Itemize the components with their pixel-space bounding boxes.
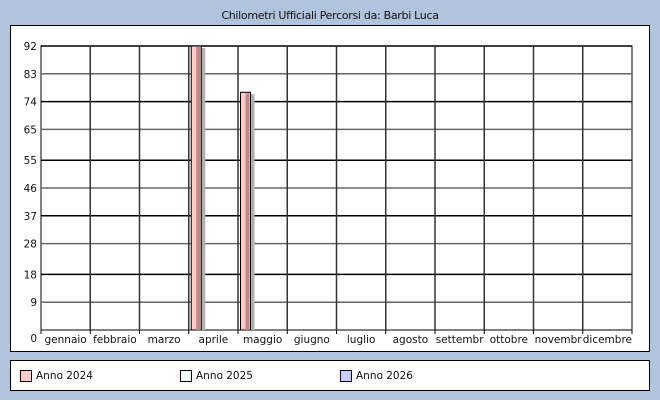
- x-tick-label: giugno: [294, 334, 330, 346]
- y-tick-label: 74: [24, 97, 38, 109]
- y-tick-label: 92: [24, 41, 37, 53]
- x-tick-label: novembr: [535, 334, 583, 346]
- legend-swatch: [180, 370, 192, 382]
- legend-label: Anno 2024: [36, 370, 93, 382]
- legend-swatch: [340, 370, 352, 382]
- chart-svg: 0 9 18 28 37 46 55 65 74 83 92 gennaio febbraio marzo…: [24, 41, 633, 346]
- x-tick-label: settembr: [436, 334, 485, 346]
- legend-swatch: [20, 370, 32, 382]
- chart-panel: 0 9 18 28 37 46 55 65 74 83 92 gennaio febbraio marzo…: [10, 25, 650, 352]
- legend-item-2025: Anno 2025: [180, 370, 253, 382]
- legend-item-2024: Anno 2024: [20, 370, 93, 382]
- y-tick-label: 0: [30, 333, 37, 345]
- y-tick-label: 37: [24, 211, 37, 223]
- x-tick-label: gennaio: [45, 334, 87, 346]
- y-tick-label: 83: [24, 69, 37, 81]
- y-tick-label: 55: [24, 155, 37, 167]
- bar-shade: [245, 93, 250, 330]
- chart-title: Chilometri Ufficiali Percorsi da: Barbi …: [221, 9, 439, 22]
- x-tick-label: luglio: [347, 334, 376, 346]
- legend: Anno 2024 Anno 2025 Anno 2026: [10, 360, 650, 391]
- y-tick-label: 18: [24, 269, 37, 281]
- legend-label: Anno 2025: [196, 370, 253, 382]
- y-tick-label: 65: [24, 124, 37, 136]
- y-tick-label: 46: [24, 183, 38, 195]
- y-tick-label: 28: [24, 239, 37, 251]
- x-tick-label: ottobre: [490, 334, 528, 346]
- x-tick-label: aprile: [199, 334, 229, 346]
- bar-shade: [196, 47, 201, 330]
- x-tick-label: agosto: [393, 334, 429, 346]
- x-tick-label: dicembre: [583, 334, 632, 346]
- legend-item-2026: Anno 2026: [340, 370, 413, 382]
- x-tick-label: marzo: [148, 334, 181, 346]
- x-tick-label: maggio: [243, 334, 282, 346]
- legend-label: Anno 2026: [356, 370, 413, 382]
- y-tick-label: 9: [30, 297, 37, 309]
- x-tick-label: febbraio: [93, 334, 137, 346]
